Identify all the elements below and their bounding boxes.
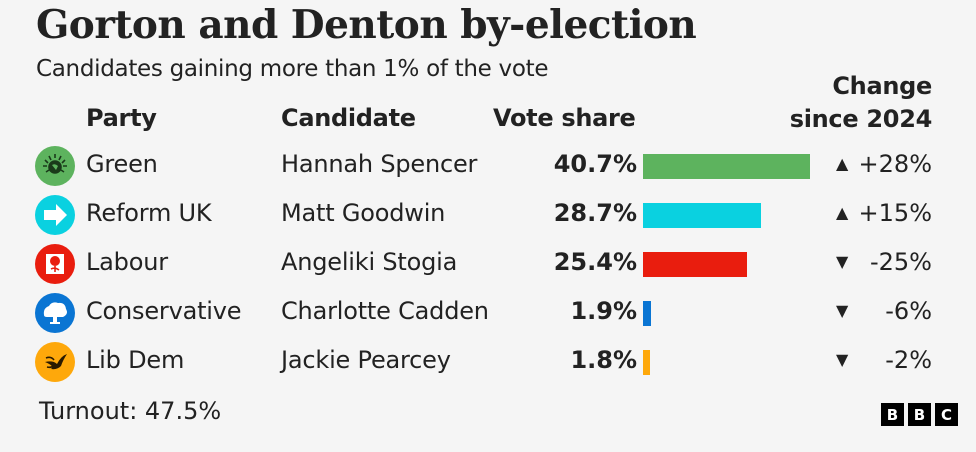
column-header-change: Change since 2024: [789, 70, 933, 136]
column-header-candidate: Candidate: [281, 104, 416, 132]
turnout-label: Turnout: 47.5%: [39, 397, 222, 425]
down-arrow-icon: ▼: [836, 350, 849, 369]
party-name: Reform UK: [86, 199, 212, 227]
column-header-party: Party: [86, 104, 157, 132]
change-value: +15%: [858, 199, 932, 227]
down-arrow-icon: ▼: [836, 252, 849, 271]
green-party-logo-icon: [35, 146, 75, 186]
change-value: -25%: [869, 248, 932, 276]
vote-share-value: 28.7%: [553, 199, 637, 227]
party-name: Labour: [86, 248, 168, 276]
vote-share-bar: [643, 350, 650, 375]
down-arrow-icon: ▼: [836, 301, 849, 320]
column-header-vote-share: Vote share: [493, 104, 636, 132]
change-value: -2%: [885, 346, 932, 374]
result-row: Reform UK Matt Goodwin 28.7% ▲ +15%: [0, 191, 976, 240]
candidate-name: Matt Goodwin: [281, 199, 446, 227]
bbc-logo-letter: B: [908, 403, 931, 426]
reform-arrow-logo-icon: [35, 195, 75, 235]
result-row: Labour Angeliki Stogia 25.4% ▼ -25%: [0, 240, 976, 289]
libdem-bird-logo-icon: [35, 342, 75, 382]
conservative-tree-logo-icon: [35, 293, 75, 333]
vote-share-value: 25.4%: [553, 248, 637, 276]
vote-share-bar: [643, 301, 651, 326]
bbc-logo: B B C: [881, 403, 958, 426]
column-header-change-line2: since 2024: [789, 105, 933, 133]
vote-share-value: 1.8%: [570, 346, 637, 374]
party-name: Lib Dem: [86, 346, 185, 374]
up-arrow-icon: ▲: [836, 203, 849, 222]
result-row: Conservative Charlotte Cadden 1.9% ▼ -6%: [0, 289, 976, 338]
vote-share-bar: [643, 203, 761, 228]
result-row: Lib Dem Jackie Pearcey 1.8% ▼ -2%: [0, 338, 976, 387]
up-arrow-icon: ▲: [836, 154, 849, 173]
candidate-name: Hannah Spencer: [281, 150, 478, 178]
vote-share-value: 1.9%: [570, 297, 637, 325]
candidate-name: Jackie Pearcey: [281, 346, 451, 374]
result-row: Green Hannah Spencer 40.7% ▲ +28%: [0, 142, 976, 191]
party-name: Conservative: [86, 297, 242, 325]
bbc-logo-letter: C: [935, 403, 958, 426]
chart-subtitle: Candidates gaining more than 1% of the v…: [36, 56, 549, 82]
bbc-logo-letter: B: [881, 403, 904, 426]
candidate-name: Charlotte Cadden: [281, 297, 489, 325]
vote-share-bar: [643, 252, 747, 277]
vote-share-value: 40.7%: [553, 150, 637, 178]
candidate-name: Angeliki Stogia: [281, 248, 458, 276]
vote-share-bar: [643, 154, 810, 179]
labour-rose-logo-icon: [35, 244, 75, 284]
change-value: -6%: [885, 297, 932, 325]
chart-title: Gorton and Denton by-election: [36, 2, 697, 48]
column-header-change-line1: Change: [832, 72, 932, 100]
party-name: Green: [86, 150, 158, 178]
change-value: +28%: [858, 150, 932, 178]
